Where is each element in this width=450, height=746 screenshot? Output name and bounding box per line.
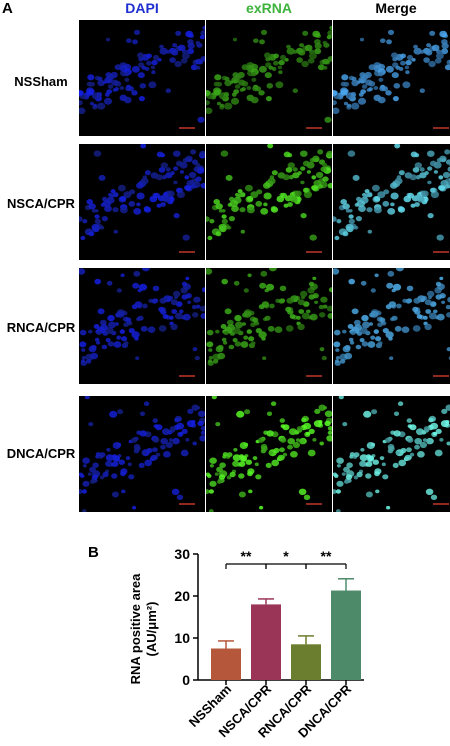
micrograph-exrna-dnca-cpr [206,396,332,512]
y-axis-unit: (AU/μm²) [144,602,159,657]
row-label-rnca-cpr: RNCA/CPR [6,320,76,335]
bar-1 [251,604,281,680]
micrograph-dapi-dnca-cpr [79,396,205,512]
micrograph-dapi-nssham [79,20,205,136]
micrograph-exrna-rnca-cpr [206,268,332,384]
significance-label: ** [241,548,252,564]
bar-0 [211,648,241,680]
y-tick-label: 10 [174,630,190,646]
micrograph-merge-nsca-cpr [333,144,450,260]
y-tick-label: 30 [174,546,190,562]
row-label-nssham: NSSham [14,74,68,89]
micrograph-dapi-nsca-cpr [79,144,205,260]
column-header-merge: Merge [375,0,417,16]
micrograph-exrna-nsca-cpr [206,144,332,260]
micrograph-merge-dnca-cpr [333,396,450,512]
bar-chart: RNA positive area (AU/μm²) 0102030NSSham… [128,546,364,741]
row-label-dnca-cpr: DNCA/CPR [6,446,76,461]
panel-a-letter: A [2,0,13,17]
micrograph-dapi-rnca-cpr [79,268,205,384]
significance-label: ** [321,548,332,564]
y-axis-title: RNA positive area [128,573,143,685]
bar-2 [291,644,321,680]
y-tick-label: 20 [174,588,190,604]
y-tick-label: 0 [182,672,190,688]
micrograph-merge-nssham [333,20,450,136]
bar-3 [331,590,361,680]
significance-label: * [283,548,289,564]
column-header-dapi: DAPI [125,0,159,16]
micrograph-exrna-nssham [206,20,332,136]
column-header-exrna: exRNA [246,0,292,16]
panel-b-letter: B [88,544,99,561]
row-label-nsca-cpr: NSCA/CPR [7,196,75,211]
micrograph-merge-rnca-cpr [333,268,450,384]
